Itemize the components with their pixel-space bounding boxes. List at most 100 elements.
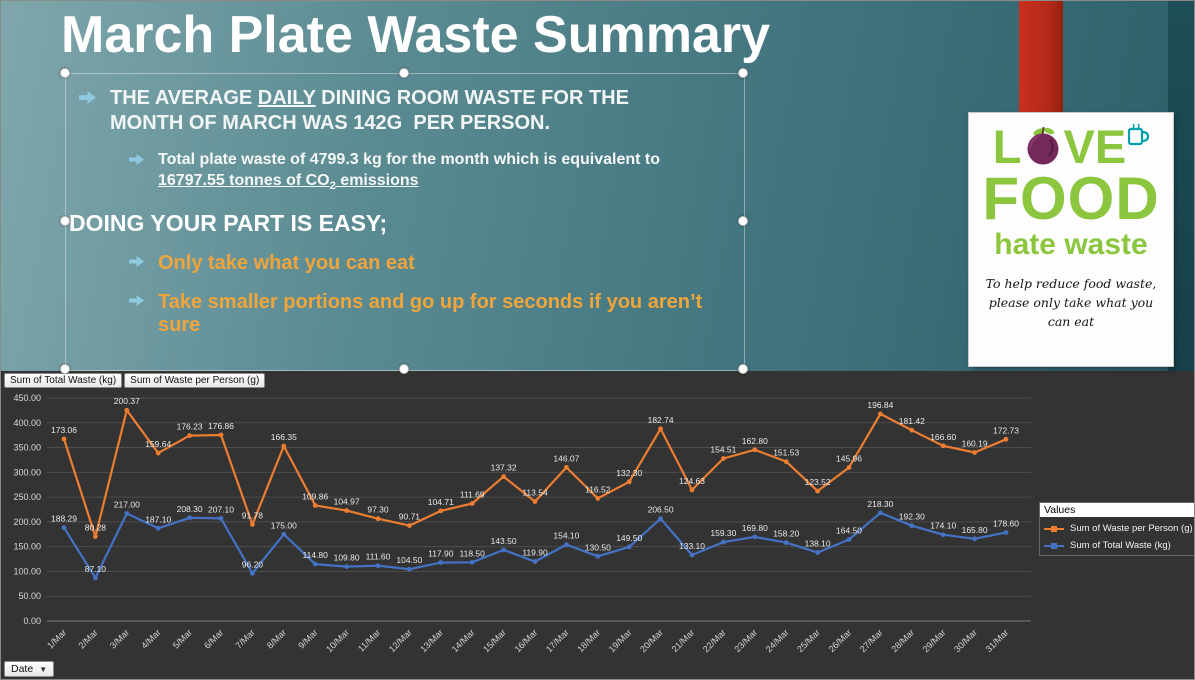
x-axis-tick-label[interactable]: 4/Mar — [139, 627, 162, 650]
x-axis-tick-label[interactable]: 6/Mar — [202, 627, 225, 650]
data-point[interactable] — [469, 501, 475, 506]
data-point[interactable] — [752, 534, 758, 540]
data-point[interactable] — [438, 508, 444, 514]
data-point[interactable] — [218, 515, 224, 521]
data-point[interactable] — [407, 523, 412, 528]
data-point[interactable] — [93, 534, 98, 539]
x-axis-tick-label[interactable]: 23/Mar — [732, 627, 759, 654]
legend-item-waste-per-person[interactable]: Sum of Waste per Person (g) — [1044, 523, 1194, 534]
x-axis-tick-label[interactable]: 5/Mar — [171, 627, 194, 650]
data-point[interactable] — [218, 432, 224, 438]
data-point[interactable] — [344, 564, 349, 569]
selection-handle-mid-right[interactable] — [738, 216, 748, 226]
data-point[interactable] — [312, 561, 318, 567]
x-axis-tick-label[interactable]: 12/Mar — [387, 627, 414, 654]
data-point[interactable] — [846, 465, 852, 470]
data-point[interactable] — [375, 516, 381, 522]
x-axis-tick-label[interactable]: 2/Mar — [76, 627, 99, 650]
date-axis-field-button[interactable]: Date ▼ — [4, 661, 55, 677]
data-point[interactable] — [909, 523, 915, 529]
data-point[interactable] — [658, 426, 663, 432]
love-food-hate-waste-logo[interactable]: L VE FOOD hate waste To help reduce food… — [969, 113, 1173, 366]
selection-handle-bottom-center[interactable] — [399, 364, 409, 374]
x-axis-tick-label[interactable]: 25/Mar — [795, 627, 822, 654]
x-axis-tick-label[interactable]: 1/Mar — [45, 627, 68, 650]
data-point[interactable] — [595, 553, 601, 559]
x-axis-tick-label[interactable]: 10/Mar — [324, 627, 351, 654]
data-point[interactable] — [250, 522, 255, 527]
data-point[interactable] — [909, 427, 915, 433]
x-axis-tick-label[interactable]: 22/Mar — [701, 627, 728, 654]
data-point[interactable] — [626, 544, 632, 550]
data-point[interactable] — [61, 436, 67, 442]
data-point[interactable] — [532, 499, 538, 504]
selection-handle-bottom-left[interactable] — [60, 364, 70, 374]
data-point[interactable] — [155, 450, 161, 456]
x-axis-tick-label[interactable]: 11/Mar — [356, 627, 382, 653]
data-point[interactable] — [501, 474, 506, 479]
data-point[interactable] — [438, 560, 444, 565]
data-point[interactable] — [1003, 436, 1009, 442]
x-axis-tick-label[interactable]: 19/Mar — [607, 627, 634, 654]
data-point[interactable] — [375, 563, 381, 569]
field-button-total-waste[interactable]: Sum of Total Waste (kg) — [4, 373, 123, 388]
data-point[interactable] — [187, 515, 193, 521]
x-axis-tick-label[interactable]: 7/Mar — [233, 627, 256, 650]
selection-handle-mid-left[interactable] — [60, 216, 70, 226]
data-point[interactable] — [940, 532, 946, 538]
selection-handle-top-right[interactable] — [738, 68, 748, 78]
legend-item-total-waste[interactable]: Sum of Total Waste (kg) — [1044, 540, 1194, 551]
data-point[interactable] — [846, 537, 852, 542]
data-point[interactable] — [721, 456, 726, 461]
x-axis-tick-label[interactable]: 30/Mar — [952, 627, 979, 654]
x-axis-tick-label[interactable]: 29/Mar — [921, 627, 948, 654]
x-axis-tick-label[interactable]: 14/Mar — [450, 627, 477, 654]
data-point[interactable] — [312, 503, 318, 508]
data-point[interactable] — [281, 443, 287, 449]
x-axis-tick-label[interactable]: 31/Mar — [984, 627, 1011, 654]
data-point[interactable] — [469, 559, 475, 565]
field-button-waste-per-person[interactable]: Sum of Waste per Person (g) — [124, 373, 266, 388]
x-axis-tick-label[interactable]: 18/Mar — [575, 627, 602, 654]
data-point[interactable] — [61, 525, 67, 531]
data-point[interactable] — [878, 411, 883, 417]
selection-handle-top-center[interactable] — [399, 68, 409, 78]
data-point[interactable] — [124, 407, 130, 413]
data-point[interactable] — [815, 550, 820, 555]
selection-handle-top-left[interactable] — [60, 68, 70, 78]
data-point[interactable] — [344, 508, 349, 513]
data-point[interactable] — [972, 450, 977, 455]
data-point[interactable] — [689, 487, 695, 493]
x-axis-tick-label[interactable]: 13/Mar — [418, 627, 445, 654]
x-axis-tick-label[interactable]: 3/Mar — [108, 627, 131, 650]
data-point[interactable] — [564, 464, 569, 470]
x-axis-tick-label[interactable]: 16/Mar — [513, 627, 540, 654]
x-axis-tick-label[interactable]: 27/Mar — [858, 627, 885, 654]
data-point[interactable] — [124, 511, 130, 516]
data-point[interactable] — [783, 459, 789, 465]
x-axis-tick-label[interactable]: 9/Mar — [296, 627, 319, 650]
x-axis-tick-label[interactable]: 8/Mar — [265, 627, 288, 650]
data-point[interactable] — [187, 433, 193, 439]
data-point[interactable] — [721, 539, 726, 545]
data-point[interactable] — [532, 559, 538, 564]
data-point[interactable] — [501, 547, 506, 553]
data-point[interactable] — [878, 510, 883, 516]
data-point[interactable] — [250, 570, 255, 576]
data-point[interactable] — [815, 488, 820, 494]
data-point[interactable] — [564, 542, 569, 548]
selection-handle-bottom-right[interactable] — [738, 364, 748, 374]
x-axis-tick-label[interactable]: 26/Mar — [827, 627, 854, 654]
x-axis-tick-label[interactable]: 15/Mar — [481, 627, 508, 654]
data-point[interactable] — [1003, 530, 1009, 535]
data-point[interactable] — [407, 566, 412, 572]
data-point[interactable] — [752, 447, 758, 453]
data-point[interactable] — [972, 536, 977, 542]
data-point[interactable] — [93, 575, 98, 581]
data-point[interactable] — [658, 516, 663, 522]
data-point[interactable] — [155, 525, 161, 531]
data-point[interactable] — [689, 552, 695, 558]
data-point[interactable] — [783, 540, 789, 546]
x-axis-tick-label[interactable]: 28/Mar — [889, 627, 916, 654]
data-point[interactable] — [940, 443, 946, 449]
